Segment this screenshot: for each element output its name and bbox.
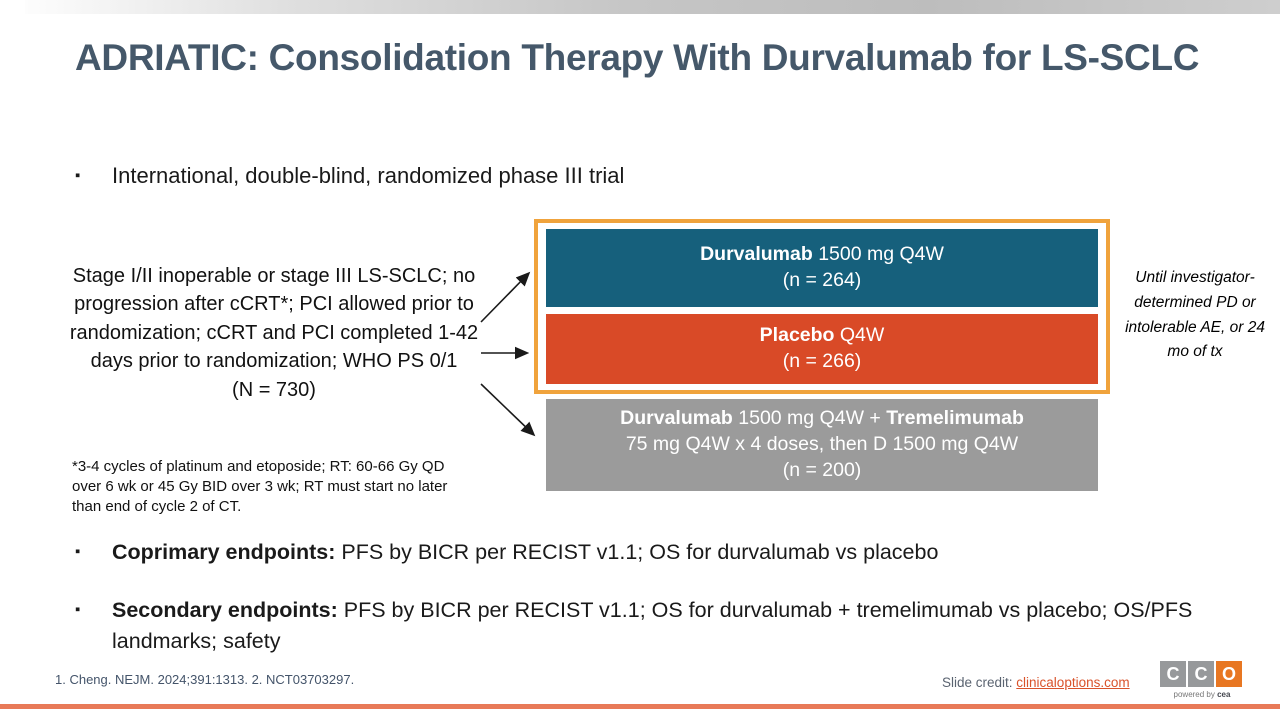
cco-logo-squares: C C O [1160, 661, 1244, 687]
bullet-square-icon: ▪ [75, 167, 81, 184]
coprimary-endpoints-label: Coprimary endpoints: [112, 540, 336, 564]
cco-logo-letter-c2: C [1188, 661, 1214, 687]
cco-tagline-prefix: powered by [1173, 690, 1218, 699]
arm-placebo-n: (n = 266) [782, 350, 862, 372]
top-gradient-bar [25, 0, 1280, 14]
primary-comparison-outline [534, 219, 1110, 394]
arm-combo-n: (n = 200) [782, 458, 862, 481]
arm-combo-regimen-line2: 75 mg Q4W x 4 doses, then D 1500 mg Q4W [625, 433, 1019, 456]
secondary-endpoints-bullet: ▪ Secondary endpoints: PFS by BICR per R… [75, 595, 1247, 656]
arm-placebo-regimen: Placebo Q4W [759, 324, 885, 347]
intro-bullet-text: International, double-blind, randomized … [112, 163, 625, 188]
arm-durvalumab-regimen: Durvalumab 1500 mg Q4W [700, 243, 944, 266]
arm-placebo-box: Placebo Q4W (n = 266) [546, 314, 1098, 384]
treatment-duration-note: Until investigator-determined PD or into… [1125, 269, 1265, 361]
secondary-endpoints-text: PFS by BICR per RECIST v1.1; OS for durv… [112, 598, 1193, 653]
arm-combo-regimen-line1: Durvalumab 1500 mg Q4W + Tremelimumab [620, 407, 1024, 430]
randomization-arrows-icon [480, 271, 536, 437]
page-title: ADRIATIC: Consolidation Therapy With Dur… [75, 37, 1200, 78]
cco-logo-letter-c1: C [1160, 661, 1186, 687]
bottom-accent-line [0, 704, 1280, 709]
secondary-endpoints-label: Secondary endpoints: [112, 598, 338, 622]
intro-bullet: ▪ International, double-blind, randomize… [75, 163, 1232, 189]
slide-credit: Slide credit: clinicaloptions.com [942, 675, 1130, 690]
bullet-square-icon: ▪ [75, 601, 81, 618]
cco-tagline-brand: cea [1217, 690, 1231, 699]
total-enrollment: (N = 730) [232, 378, 316, 401]
cco-logo-letter-o: O [1216, 661, 1242, 687]
eligibility-text-block: Stage I/II inoperable or stage III LS-SC… [58, 262, 490, 404]
arm-durvalumab-box: Durvalumab 1500 mg Q4W (n = 264) [546, 229, 1098, 307]
reference-citations: 1. Cheng. NEJM. 2024;391:1313. 2. NCT037… [55, 672, 355, 687]
arm-durvalumab-tremelimumab-box: Durvalumab 1500 mg Q4W + Tremelimumab 75… [546, 399, 1098, 491]
coprimary-endpoints-text: PFS by BICR per RECIST v1.1; OS for durv… [335, 540, 939, 564]
arm-durvalumab-n: (n = 264) [782, 269, 862, 291]
eligibility-criteria: Stage I/II inoperable or stage III LS-SC… [69, 265, 479, 373]
ccrt-footnote: *3-4 cycles of platinum and etoposide; R… [72, 458, 448, 515]
bullet-square-icon: ▪ [75, 543, 81, 560]
cco-logo: C C O powered by cea [1160, 661, 1244, 699]
slide-credit-label: Slide credit: [942, 675, 1017, 690]
cco-logo-tagline: powered by cea [1160, 690, 1244, 699]
clinicaloptions-link[interactable]: clinicaloptions.com [1016, 675, 1130, 690]
coprimary-endpoints-bullet: ▪ Coprimary endpoints: PFS by BICR per R… [75, 537, 1247, 568]
